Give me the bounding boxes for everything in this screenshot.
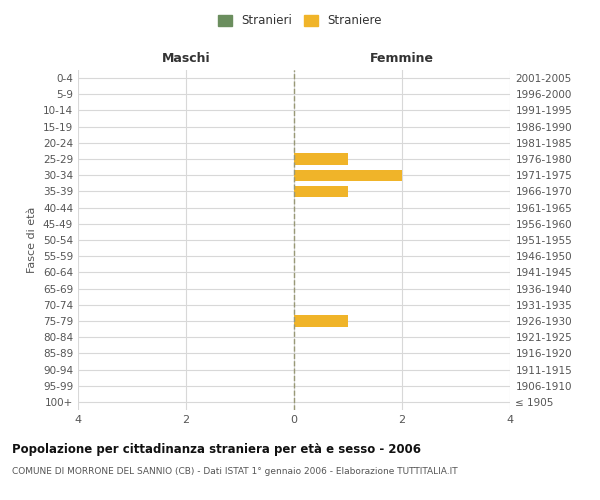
Text: COMUNE DI MORRONE DEL SANNIO (CB) - Dati ISTAT 1° gennaio 2006 - Elaborazione TU: COMUNE DI MORRONE DEL SANNIO (CB) - Dati… — [12, 468, 458, 476]
Bar — [294, 186, 348, 197]
Text: Femmine: Femmine — [370, 52, 434, 65]
Bar — [294, 316, 348, 326]
Bar — [294, 170, 402, 181]
Text: Maschi: Maschi — [161, 52, 211, 65]
Legend: Stranieri, Straniere: Stranieri, Straniere — [212, 8, 388, 33]
Bar — [294, 154, 348, 164]
Y-axis label: Fasce di età: Fasce di età — [28, 207, 37, 273]
Text: Popolazione per cittadinanza straniera per età e sesso - 2006: Popolazione per cittadinanza straniera p… — [12, 442, 421, 456]
